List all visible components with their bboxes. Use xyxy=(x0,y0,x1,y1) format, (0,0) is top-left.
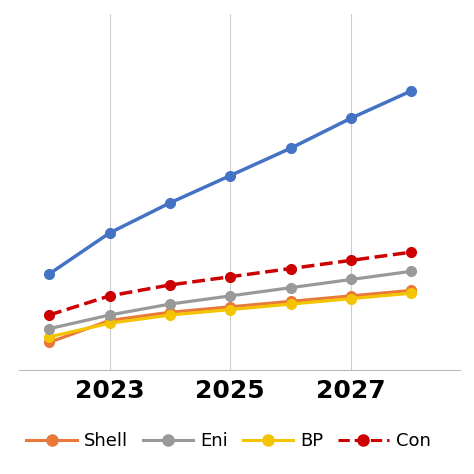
Legend: Shell, Eni, BP, Con: Shell, Eni, BP, Con xyxy=(19,425,438,457)
